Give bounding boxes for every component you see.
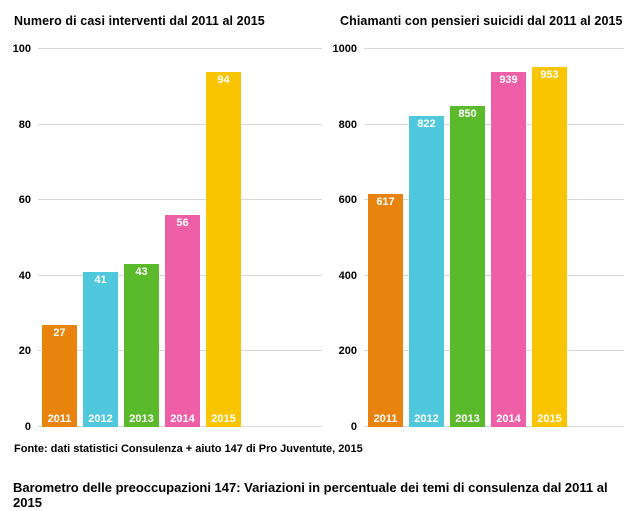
bar-value-label: 617	[376, 195, 395, 208]
y-tick-label: 80	[18, 118, 31, 131]
bar-value-label: 27	[53, 326, 66, 339]
bar-value-label: 43	[135, 266, 148, 279]
gridline	[38, 48, 322, 49]
y-tick-label: 1000	[332, 43, 357, 55]
plot-wrap: 0 20 40 60 80 100 27 2011 41 2012 43 2013 56 2014 94 2…	[12, 43, 322, 433]
bar-year-label: 2014	[170, 413, 195, 425]
bar-2013: 43 2013	[124, 264, 159, 427]
bar-2011: 617 2011	[368, 193, 403, 427]
bar-value-label: 850	[458, 107, 477, 120]
bar-year-label: 2015	[537, 413, 562, 425]
bar-year-label: 2012	[414, 413, 439, 425]
bar-2015: 94 2015	[206, 71, 241, 427]
bar-2014: 56 2014	[165, 215, 200, 427]
bar-2013: 850 2013	[450, 105, 485, 427]
bar-value-label: 822	[417, 118, 436, 131]
bar-value-label: 94	[217, 73, 230, 86]
y-tick-label: 400	[338, 269, 357, 282]
gridline	[38, 123, 322, 125]
y-axis: 0 20 40 60 80 100	[12, 43, 38, 433]
plot-area: 617 2011 822 2012 850 2013 939 2014 953 2015	[364, 48, 624, 427]
bar-year-label: 2015	[211, 413, 236, 425]
chart-title: Chiamanti con pensieri suicidi dal 2011 …	[340, 14, 623, 28]
bar-year-label: 2013	[455, 413, 480, 425]
y-tick-label: 0	[350, 421, 357, 433]
y-tick-label: 200	[338, 345, 357, 358]
chart-pensieri-suicidi: Chiamanti con pensieri suicidi dal 2011 …	[333, 10, 624, 433]
charts-row: Numero di casi interventi dal 2011 al 20…	[12, 10, 624, 433]
bar-year-label: 2011	[47, 413, 72, 425]
bar-year-label: 2014	[496, 413, 521, 425]
y-axis: 0 200 400 600 800 1000	[333, 43, 364, 433]
bar-year-label: 2011	[373, 413, 398, 425]
y-tick-label: 800	[338, 118, 357, 131]
bar-value-label: 939	[499, 74, 518, 87]
y-tick-label: 100	[12, 43, 31, 55]
bar-value-label: 953	[540, 68, 559, 81]
source-note: Fonte: dati statistici Consulenza + aiut…	[14, 443, 363, 455]
gridline	[364, 48, 624, 49]
y-tick-label: 40	[18, 269, 31, 282]
bottom-title: Barometro delle preoccupazioni 147: Vari…	[13, 480, 608, 510]
bar-2011: 27 2011	[42, 324, 77, 427]
chart-casi-interventi: Numero di casi interventi dal 2011 al 20…	[12, 10, 322, 433]
plot-area: 27 2011 41 2012 43 2013 56 2014 94 2015	[38, 48, 322, 427]
bar-year-label: 2012	[88, 413, 113, 425]
gridline	[38, 199, 322, 201]
y-tick-label: 0	[24, 421, 31, 433]
bar-2012: 822 2012	[409, 116, 444, 427]
bar-year-label: 2013	[129, 413, 154, 425]
bar-2015: 953 2015	[532, 66, 567, 427]
bar-2014: 939 2014	[491, 72, 526, 427]
plot-wrap: 0 200 400 600 800 1000 617 2011 822 2012 850 2013 9…	[333, 43, 624, 433]
y-tick-label: 20	[18, 345, 31, 358]
y-tick-label: 600	[338, 194, 357, 207]
y-tick-label: 60	[18, 194, 31, 207]
bar-2012: 41 2012	[83, 272, 118, 427]
bar-value-label: 56	[176, 217, 189, 230]
chart-title: Numero di casi interventi dal 2011 al 20…	[14, 14, 265, 28]
bar-value-label: 41	[94, 274, 107, 287]
